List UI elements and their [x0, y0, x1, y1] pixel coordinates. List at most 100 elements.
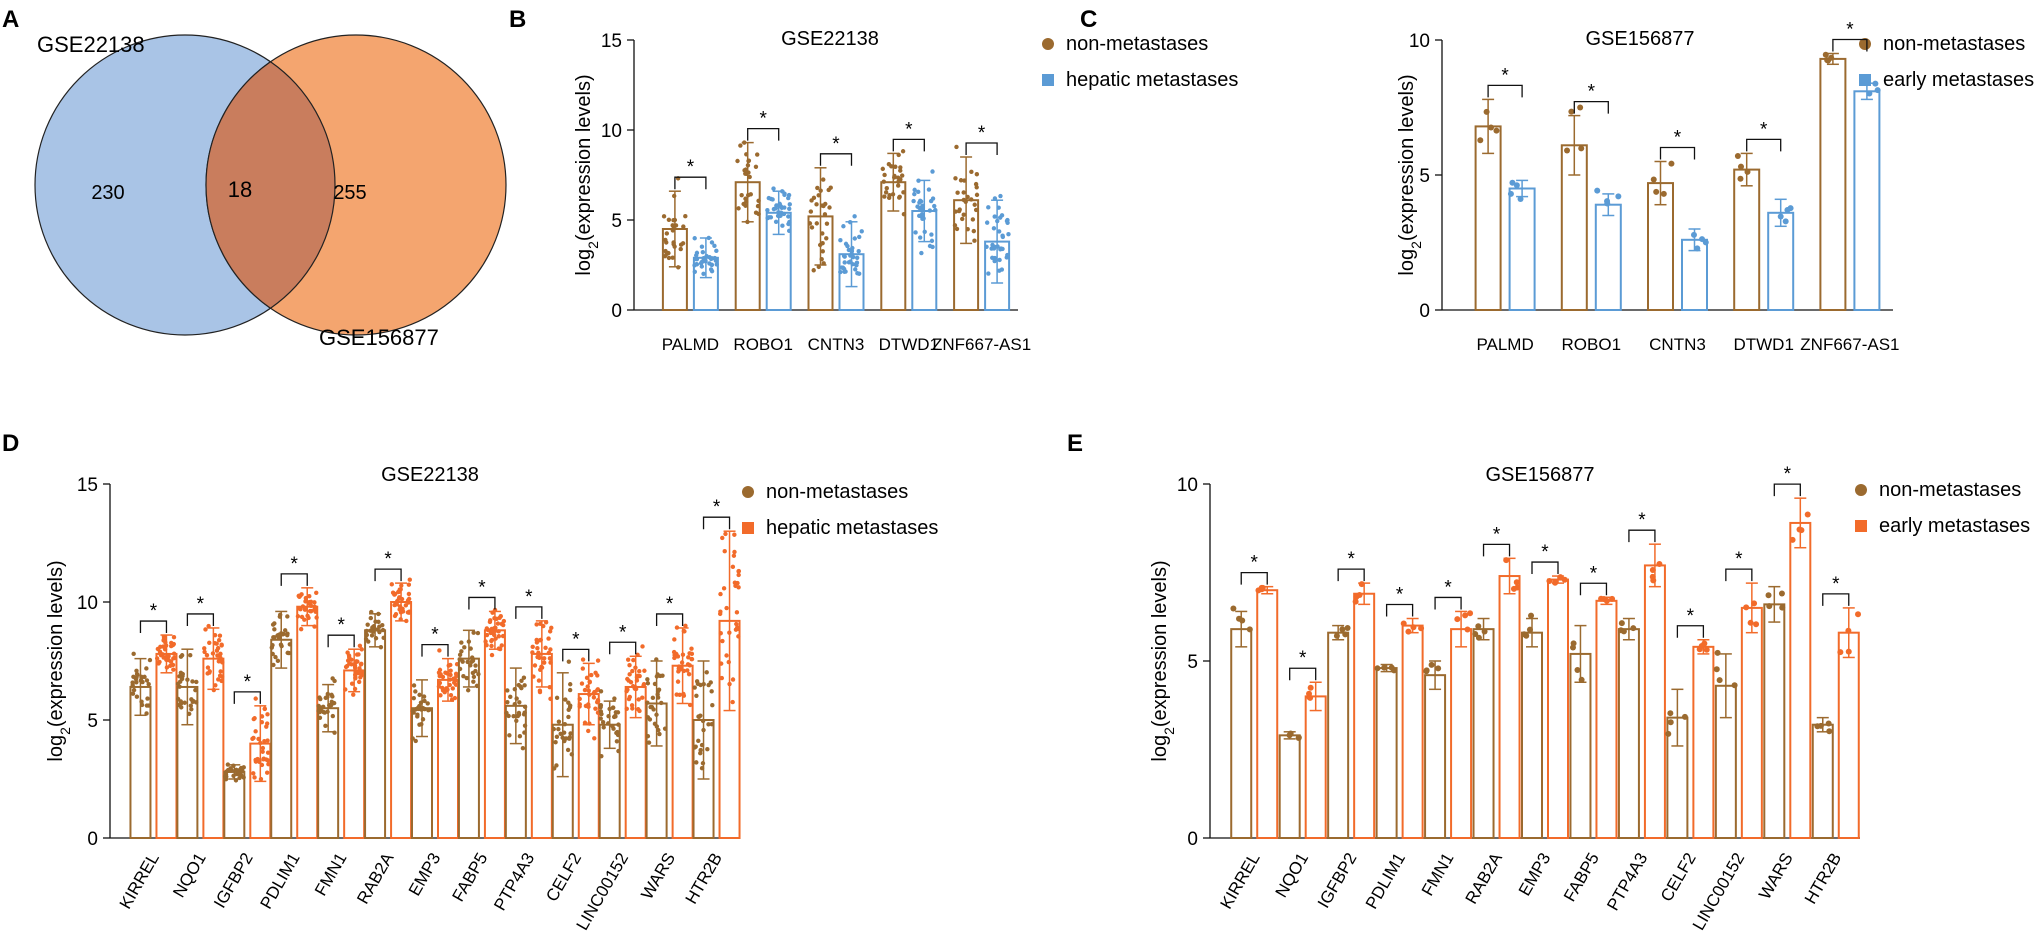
data-point-d [645, 734, 651, 739]
bar-e [1230, 628, 1253, 840]
data-point-d [554, 734, 560, 740]
data-point-b [743, 203, 748, 208]
data-point-c [1699, 236, 1706, 243]
venn-overlap [205, 61, 336, 309]
data-point-d [448, 668, 453, 673]
data-point-d [496, 646, 502, 651]
data-point-d [406, 582, 412, 587]
data-point-d [131, 687, 137, 693]
category-label-d: FABP5 [448, 850, 491, 905]
data-point-b [683, 214, 688, 219]
data-point-e [1561, 576, 1568, 583]
data-point-d [521, 675, 527, 680]
data-point-b [901, 211, 907, 217]
data-point-d [674, 625, 680, 630]
data-point-d [171, 656, 176, 661]
data-point-c [1604, 200, 1611, 207]
data-point-e [1400, 620, 1407, 627]
data-point-d [696, 738, 701, 744]
significance-star-e: * [1396, 585, 1404, 606]
data-point-d [636, 697, 641, 702]
data-point-d [359, 647, 364, 652]
category-label-b: DTWD1 [879, 335, 939, 354]
category-label-d: PTP4A3 [490, 850, 538, 914]
data-point-d [317, 715, 323, 720]
data-point-b [932, 203, 937, 209]
data-point-d [295, 614, 301, 619]
data-point-d [551, 766, 557, 771]
data-point-b [929, 238, 935, 244]
data-point-b [969, 197, 974, 202]
data-point-e [1259, 584, 1266, 591]
data-point-d [734, 610, 740, 615]
data-point-d [683, 623, 688, 629]
data-point-b [671, 217, 676, 223]
data-point-b [917, 213, 922, 219]
data-point-b [782, 192, 787, 198]
significance-star-d: * [337, 615, 345, 636]
data-point-e [1388, 664, 1395, 671]
data-point-d [686, 671, 692, 677]
data-point-e [1352, 598, 1359, 605]
data-point-b [842, 260, 847, 265]
data-point-d [312, 600, 317, 605]
y-tick-label-b: 15 [601, 31, 622, 52]
bar-c [1767, 211, 1795, 311]
data-point-d [662, 726, 668, 731]
significance-star-d: * [478, 577, 486, 598]
significance-star-d: * [431, 625, 439, 646]
data-point-d [187, 711, 192, 717]
data-point-c [1828, 54, 1835, 61]
data-point-c [1564, 147, 1571, 154]
data-point-d [219, 678, 224, 684]
significance-star-e: * [1493, 524, 1501, 545]
data-point-d [487, 619, 493, 625]
data-point-b [807, 221, 813, 226]
data-point-d [356, 652, 361, 657]
data-point-b [961, 197, 966, 203]
data-point-d [134, 694, 140, 699]
data-point-d [500, 633, 506, 639]
data-point-c [1483, 108, 1490, 115]
data-point-d [499, 643, 504, 648]
data-point-b [916, 178, 921, 183]
significance-bracket-c [1832, 38, 1868, 52]
data-point-d [465, 659, 470, 665]
data-point-d [654, 674, 660, 679]
data-point-b [886, 162, 892, 167]
data-point-d [269, 645, 274, 650]
data-point-d [352, 665, 358, 670]
data-point-b [771, 186, 776, 191]
data-point-d [276, 635, 282, 641]
data-point-c [1777, 213, 1784, 220]
bar-e [1424, 674, 1447, 839]
data-point-d [637, 708, 642, 714]
data-point-d [535, 645, 540, 651]
data-point-c [1615, 193, 1622, 200]
significance-bracket-b [965, 142, 998, 155]
data-point-d [709, 689, 714, 694]
data-point-b [814, 202, 819, 207]
data-point-b [954, 144, 959, 150]
data-point-e [1696, 646, 1703, 653]
data-point-d [625, 657, 631, 662]
data-point-d [147, 657, 153, 663]
data-point-d [601, 725, 606, 730]
data-point-d [218, 655, 223, 661]
y-tick-label-b: 10 [601, 121, 622, 142]
data-point-d [634, 678, 640, 683]
legend-label-e: non-metastases [1879, 479, 2021, 501]
significance-star-e: * [1251, 553, 1259, 574]
data-point-b [765, 207, 770, 213]
data-point-e [1462, 612, 1469, 619]
data-point-c [1694, 245, 1701, 252]
data-point-d [303, 595, 309, 601]
data-point-d [512, 702, 517, 707]
data-point-b [882, 172, 887, 178]
venn-count-right: 255 [333, 182, 366, 204]
data-point-b [671, 224, 676, 230]
data-point-e [1630, 625, 1637, 632]
data-point-d [656, 727, 661, 733]
significance-bracket-e [1773, 483, 1801, 497]
data-point-d [380, 627, 386, 633]
